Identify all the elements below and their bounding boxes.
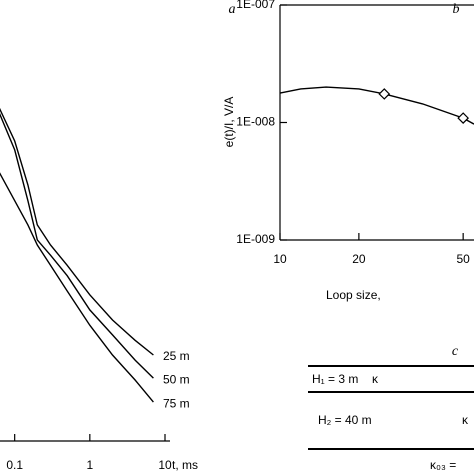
curve <box>279 86 474 125</box>
panel-label: c <box>452 344 459 359</box>
marker <box>457 112 470 124</box>
panel-label: a <box>229 2 236 17</box>
x-tick-label: 10 <box>158 458 172 472</box>
curve-label: 75 m <box>163 396 190 410</box>
x-tick-label: 20 <box>352 252 366 266</box>
panel-label: b <box>453 2 460 17</box>
y-axis-label: e(t)/I, V/A <box>222 97 236 148</box>
curve-label: 50 m <box>163 372 190 386</box>
layer-thickness: H₂ = 40 m <box>318 413 372 427</box>
x-tick-label: 10 <box>273 252 287 266</box>
x-tick-label: 50 <box>456 252 470 266</box>
curve <box>0 107 154 356</box>
marker <box>378 88 391 100</box>
curve <box>0 112 154 379</box>
curve <box>0 172 154 403</box>
x-tick-label: 0.1 <box>6 458 23 472</box>
layer-thickness: H₁ = 3 m <box>312 372 358 386</box>
x-tick-label: 1 <box>86 458 93 472</box>
x-axis-label: Loop size, <box>326 288 381 302</box>
y-tick-label: 1E-007 <box>236 0 275 11</box>
layer-property: κ <box>462 413 469 427</box>
curve-label: 25 m <box>163 349 190 363</box>
y-tick-label: 1E-008 <box>236 115 275 129</box>
x-axis-label: t, ms <box>172 458 198 472</box>
layer-property: κ <box>372 372 379 386</box>
layer-property: κ₀₃ = <box>430 458 456 472</box>
y-tick-label: 1E-009 <box>236 232 275 246</box>
